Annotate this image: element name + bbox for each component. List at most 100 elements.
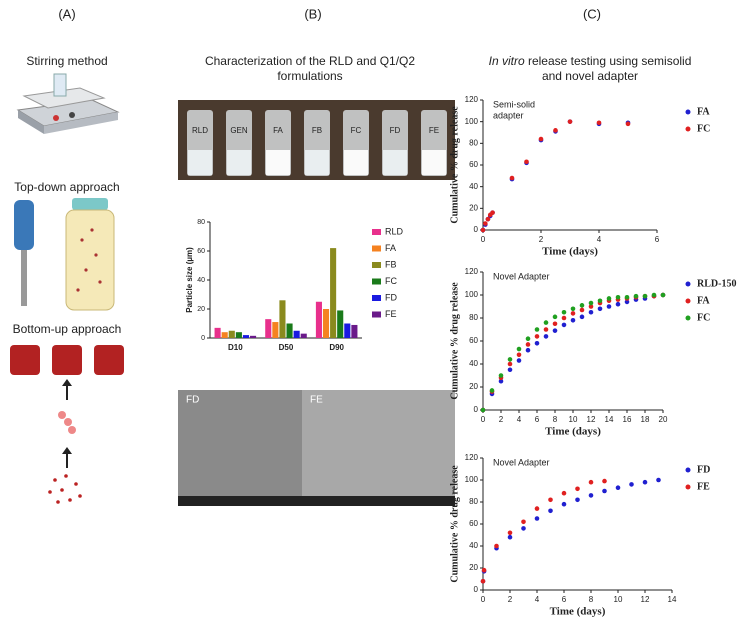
y-tick-label: 80 [469,313,478,322]
data-point [561,322,567,328]
legend-swatch [372,295,381,301]
x-tick-label: 12 [587,415,596,424]
y-tick-label: 40 [197,277,205,284]
data-point [579,303,585,308]
annotation: adapter [493,110,524,120]
y-tick-label: 80 [197,219,205,226]
x-axis-label: Time (days) [542,246,598,258]
y-tick-label: 60 [469,336,478,345]
x-axis-label: Time (days) [550,606,606,618]
data-point [507,534,513,540]
data-point [579,314,585,320]
panel-title: In vitro release testing using semisolid [489,54,692,68]
annotation: Novel Adapter [493,271,550,281]
y-tick-label: 20 [469,203,478,212]
data-point [575,497,580,503]
x-tick-label: 2 [539,235,544,244]
data-point [575,486,580,492]
homogenizer-icon [14,200,34,306]
vial-label: FE [429,126,439,135]
sem-label: FE [310,395,323,406]
bar [214,327,221,338]
bar [337,310,344,338]
data-point [552,321,558,327]
legend-label: RLD [385,226,404,236]
y-axis-label: Cumulative % drug release [449,465,460,583]
bar [242,335,250,338]
data-point [615,301,621,307]
data-point [521,526,526,531]
data-point [507,367,513,373]
data-point [543,334,549,339]
y-tick-label: 20 [197,306,205,313]
data-point [534,341,540,346]
vial-content [344,150,368,175]
vial-label: FB [312,126,322,135]
data-point [525,342,531,347]
data-point [494,543,499,549]
data-point [642,293,648,299]
y-tick-label: 120 [465,267,479,276]
data-point [480,578,486,584]
x-tick-label: 8 [589,595,594,604]
data-point [596,120,602,126]
legend-label: FE [697,481,710,492]
data-point [597,306,603,312]
data-point [489,388,495,393]
y-tick-label: 0 [474,585,479,594]
method-label: Bottom-up approach [13,322,122,336]
y-tick-label: 20 [469,563,478,572]
bar [322,309,330,338]
x-tick-label: 16 [623,415,632,424]
data-point [538,136,544,142]
legend-label: FC [385,276,397,286]
data-point [588,479,594,485]
x-tick-label: 4 [517,415,522,424]
panel-label: (C) [583,6,601,21]
sem-image [302,390,455,506]
stirrer-icon [16,73,120,134]
vial-content [266,150,290,175]
bar [286,323,293,338]
data-point [534,506,540,511]
legend-marker [685,484,691,490]
vial-label: FD [390,126,401,135]
data-point [625,121,631,127]
data-point [490,210,495,215]
data-point [507,357,513,362]
data-point [534,516,540,521]
bar [228,330,235,338]
vial-label: RLD [192,126,208,135]
data-point [561,490,567,496]
y-tick-label: 100 [465,475,479,484]
data-point [606,296,612,301]
legend-marker [685,467,691,473]
bar [344,323,351,338]
data-point [534,334,540,339]
vial-icon [65,198,115,311]
data-point [543,327,549,332]
x-tick-label: 6 [562,595,567,604]
data-point [615,295,621,300]
legend-swatch [372,278,381,285]
y-tick-label: 40 [469,359,478,368]
x-tick-label: 2 [508,595,513,604]
data-point [548,497,553,503]
data-point [483,221,488,226]
y-axis-label: Cumulative % drug release [449,282,460,400]
x-tick-label: 4 [597,235,602,244]
data-point [543,320,549,325]
legend-label: FA [385,243,396,253]
vial-label: GEN [230,126,248,135]
data-point [480,227,486,233]
legend-label: FA [697,106,710,117]
data-point [552,328,558,333]
panel-title: formulations [277,69,342,83]
bar [265,319,272,338]
bar [235,332,242,338]
data-point [507,361,513,367]
data-point [570,311,576,316]
data-point [548,508,553,514]
bar [250,335,257,338]
data-point [579,307,585,313]
